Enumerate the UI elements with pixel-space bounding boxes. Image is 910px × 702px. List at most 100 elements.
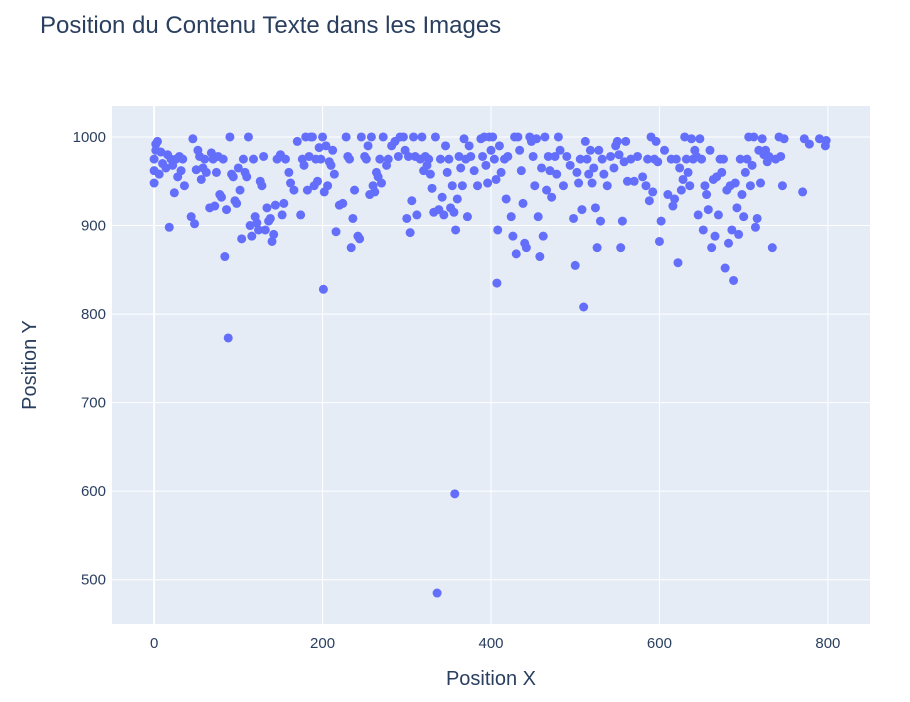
scatter-point <box>355 234 365 244</box>
scatter-point <box>542 185 552 195</box>
scatter-point <box>535 252 545 262</box>
scatter-point <box>483 178 493 188</box>
scatter-point <box>267 236 277 246</box>
scatter-point <box>543 151 553 161</box>
scatter-point <box>685 181 695 191</box>
scatter-point <box>670 194 680 204</box>
scatter-point <box>314 143 324 153</box>
scatter-point <box>430 132 440 142</box>
scatter-point <box>432 588 442 598</box>
scatter-point <box>321 141 331 151</box>
scatter-point <box>452 194 462 204</box>
scatter-point <box>595 216 605 226</box>
scatter-point <box>700 181 710 191</box>
y-axis-ticks: 500 600 700 800 900 1000 <box>73 129 106 589</box>
scatter-point <box>280 154 290 164</box>
x-tick-label: 200 <box>310 635 335 652</box>
scatter-point <box>176 166 186 176</box>
scatter-point <box>466 151 476 161</box>
scatter-point <box>638 172 648 182</box>
scatter-point <box>732 203 742 213</box>
scatter-point <box>626 154 636 164</box>
scatter-point <box>444 154 454 164</box>
scatter-point <box>200 154 210 164</box>
scatter-point <box>318 132 328 142</box>
scatter-point <box>494 141 504 151</box>
scatter-point <box>584 169 594 179</box>
scatter-point <box>521 243 531 253</box>
scatter-point <box>269 229 279 239</box>
scatter-point <box>149 178 159 188</box>
scatter-point <box>425 169 435 179</box>
scatter-point <box>377 178 387 188</box>
scatter-point <box>259 151 269 161</box>
x-tick-label: 800 <box>815 635 840 652</box>
scatter-point <box>442 167 452 177</box>
scatter-point <box>366 132 376 142</box>
scatter-point <box>331 227 341 237</box>
scatter-point <box>299 160 309 170</box>
scatter-point <box>577 205 587 215</box>
scatter-point <box>656 216 666 226</box>
scatter-point <box>749 132 759 142</box>
scatter-point <box>178 154 188 164</box>
scatter-point <box>156 147 166 157</box>
scatter-point <box>724 238 734 248</box>
scatter-point <box>614 150 624 160</box>
scatter-point <box>756 178 766 188</box>
scatter-point <box>619 157 629 167</box>
scatter-point <box>489 154 499 164</box>
scatter-point <box>222 205 232 215</box>
scatter-point <box>814 134 824 144</box>
scatter-point <box>562 151 572 161</box>
scatter-point <box>663 190 673 200</box>
scatter-point <box>518 198 528 208</box>
scatter-point <box>653 157 663 167</box>
scatter-point <box>245 221 255 231</box>
scatter-point <box>734 229 744 239</box>
scatter-point <box>451 225 461 235</box>
scatter-point <box>659 145 669 155</box>
scatter-point <box>459 134 469 144</box>
scatter-point <box>447 181 457 191</box>
scatter-point <box>296 210 306 220</box>
y-tick-label: 900 <box>81 218 106 235</box>
scatter-point <box>702 190 712 200</box>
scatter-point <box>210 201 220 211</box>
scatter-point <box>587 178 597 188</box>
scatter-point <box>683 167 693 177</box>
scatter-point <box>218 154 228 164</box>
scatter-point <box>621 136 631 146</box>
scatter-point <box>247 231 257 241</box>
x-tick-label: 0 <box>150 635 158 652</box>
scatter-point <box>680 132 690 142</box>
scatter-point <box>767 243 777 253</box>
scatter-point <box>393 151 403 161</box>
scatter-point <box>260 225 270 235</box>
scatter-point <box>550 151 560 161</box>
scatter-point <box>456 163 466 173</box>
scatter-point <box>617 216 627 226</box>
scatter-point <box>345 154 355 164</box>
chart-title: Position du Contenu Texte dans les Image… <box>40 12 501 39</box>
scatter-point <box>190 219 200 229</box>
y-tick-label: 800 <box>81 306 106 323</box>
scatter-point <box>270 200 280 210</box>
scatter-point <box>764 151 774 161</box>
scatter-point <box>307 132 317 142</box>
scatter-point <box>286 178 296 188</box>
scatter-point <box>169 188 179 198</box>
scatter-point <box>742 154 752 164</box>
y-tick-label: 1000 <box>73 129 106 146</box>
scatter-point <box>289 185 299 195</box>
scatter-point <box>668 201 678 211</box>
scatter-point <box>574 178 584 188</box>
scatter-point <box>547 192 557 202</box>
x-tick-label: 600 <box>647 635 672 652</box>
scatter-point <box>730 178 740 188</box>
scatter-point <box>678 174 688 184</box>
scatter-point <box>254 225 264 235</box>
scatter-point <box>252 218 262 228</box>
scatter-point <box>555 145 565 155</box>
scatter-point <box>695 134 705 144</box>
